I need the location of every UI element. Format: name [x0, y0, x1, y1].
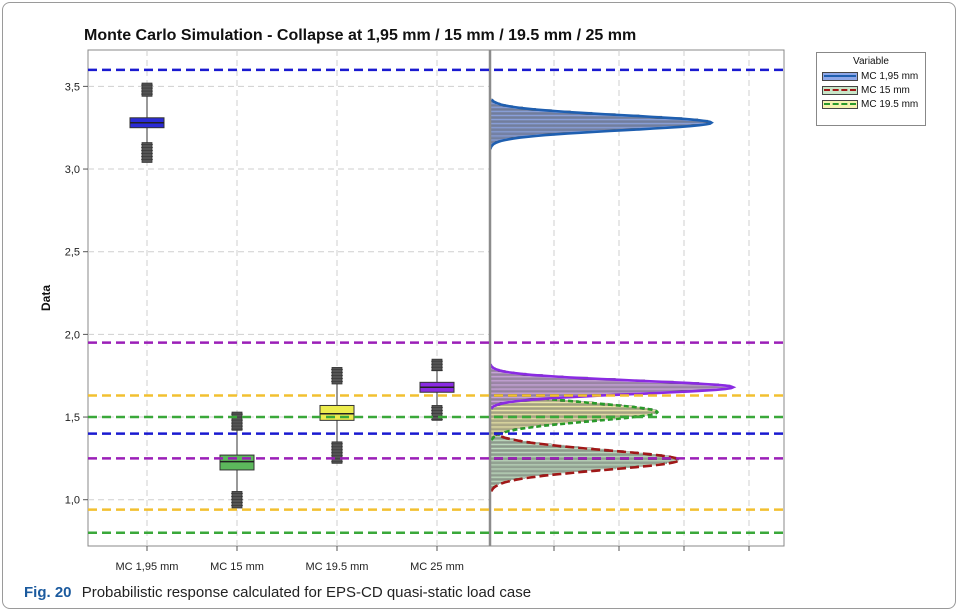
y-tick-label: 3,0 — [65, 164, 80, 176]
box-outliers — [141, 82, 153, 97]
y-tick-label: 2,0 — [65, 329, 80, 341]
y-tick-label: 3,5 — [65, 81, 80, 93]
plot-area — [87, 49, 785, 547]
y-axis-label: Data — [39, 285, 53, 311]
legend-label: MC 1,95 mm — [861, 70, 919, 82]
caption-text: Probabilistic response calculated for EP… — [81, 584, 532, 601]
figure-caption: Fig. 20 Probabilistic response calculate… — [24, 584, 531, 601]
y-tick-label: 1,5 — [65, 412, 80, 424]
box-outliers — [431, 405, 443, 421]
legend-label: MC 15 mm — [861, 84, 910, 96]
histogram-density-line — [489, 98, 714, 150]
x-tick-label: MC 19.5 mm — [306, 561, 369, 573]
box-outliers — [231, 411, 243, 431]
legend-swatch — [822, 85, 858, 95]
legend: Variable MC 1,95 mm MC 15 mm MC 19.5 mm — [816, 52, 926, 126]
chart-title: Monte Carlo Simulation - Collapse at 1,9… — [84, 27, 636, 44]
legend-item-mc-19-5: MC 19.5 mm — [822, 97, 925, 111]
x-tick-label: MC 1,95 mm — [116, 561, 179, 573]
y-tick-label: 1,0 — [65, 495, 80, 507]
legend-label: MC 19.5 mm — [861, 98, 919, 110]
caption-label: Fig. 20 — [24, 584, 72, 601]
legend-swatch — [822, 99, 858, 109]
y-tick-label: 2,5 — [65, 247, 80, 259]
box-outliers — [431, 358, 443, 372]
x-tick-label: MC 15 mm — [210, 561, 264, 573]
box-outliers — [141, 142, 153, 163]
legend-item-mc-1-95: MC 1,95 mm — [822, 69, 925, 83]
legend-title: Variable — [853, 56, 889, 67]
histogram-density-line — [490, 429, 681, 492]
legend-item-mc-15: MC 15 mm — [822, 83, 925, 97]
legend-swatch — [822, 71, 858, 81]
x-tick-label: MC 25 mm — [410, 561, 464, 573]
histogram-density-line — [489, 363, 737, 410]
